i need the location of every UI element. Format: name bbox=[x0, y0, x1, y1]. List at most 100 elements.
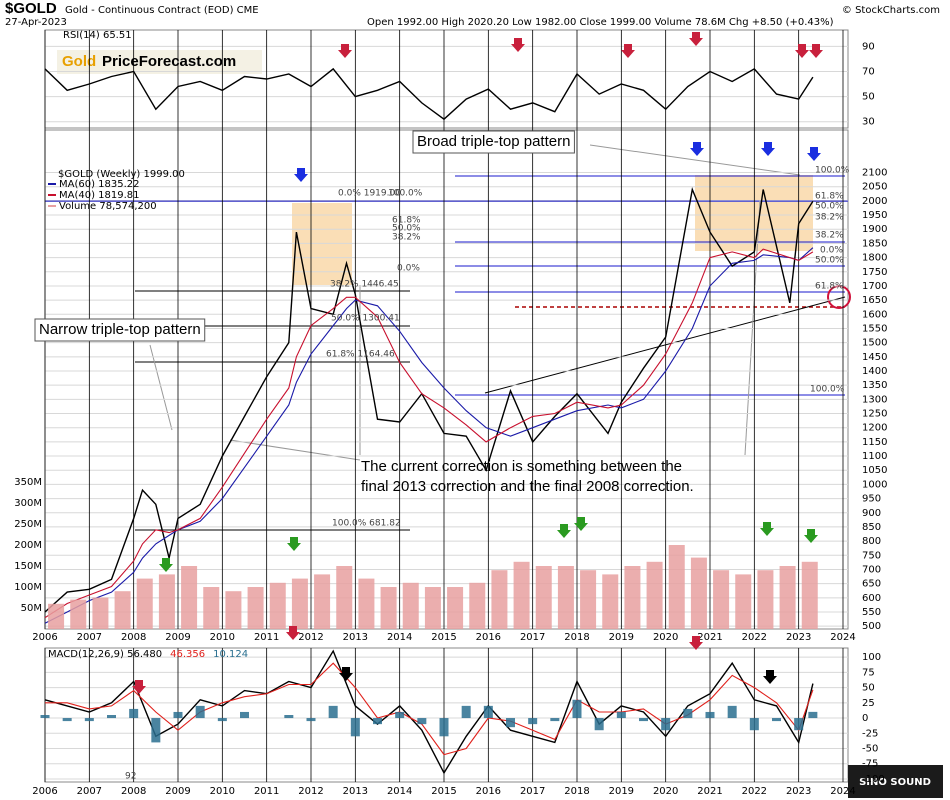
annotation: Broad triple-top pattern bbox=[417, 133, 570, 150]
y-tick-label: 150M bbox=[14, 561, 42, 572]
fib-label: 92 bbox=[125, 772, 136, 782]
y-tick-label: 1700 bbox=[862, 281, 887, 292]
watermark: SINO SOUND bbox=[859, 777, 931, 788]
bar bbox=[808, 711, 818, 719]
x-tick-label: 2019 bbox=[609, 632, 634, 643]
bar bbox=[727, 705, 737, 719]
fib-label: 38.2% 1446.45 bbox=[330, 280, 399, 290]
arrow bbox=[795, 44, 809, 58]
arrow bbox=[809, 44, 823, 58]
bar bbox=[683, 708, 693, 719]
y-tick-label: 2100 bbox=[862, 168, 887, 179]
y-tick-label: 900 bbox=[862, 508, 881, 519]
x-tick-label: 2010 bbox=[210, 632, 235, 643]
bar bbox=[269, 582, 286, 629]
bar bbox=[447, 587, 464, 629]
bar bbox=[794, 718, 804, 731]
bar bbox=[129, 708, 139, 719]
description: Gold - Continuous Contract (EOD) CME bbox=[65, 5, 259, 16]
fib-label: 50.0% bbox=[392, 224, 421, 234]
fib-label: 61.8% bbox=[815, 192, 844, 202]
x-tick-label: 2017 bbox=[520, 632, 545, 643]
bar bbox=[380, 587, 397, 629]
bar bbox=[240, 711, 249, 719]
panel-title: RSI(14) 65.51 bbox=[63, 30, 132, 41]
y-tick-label: 850 bbox=[862, 522, 881, 533]
y-tick-label: 50M bbox=[21, 603, 42, 614]
fib-label: 38.2% bbox=[392, 233, 421, 243]
trend-line bbox=[484, 296, 846, 394]
y-tick-label: 1550 bbox=[862, 323, 887, 334]
fib-label: 0.0% bbox=[820, 246, 843, 256]
x-tick-label: 2010 bbox=[210, 786, 235, 797]
bar bbox=[181, 566, 198, 629]
y-tick-label: 100M bbox=[14, 582, 42, 593]
bar bbox=[40, 715, 50, 719]
bar bbox=[483, 705, 493, 719]
annotation-box bbox=[412, 130, 575, 154]
panel-title: $GOLD (Weekly) 1999.00 bbox=[58, 169, 185, 180]
y-tick-label: 1750 bbox=[862, 267, 887, 278]
bar bbox=[291, 578, 308, 629]
x-tick-label: 2015 bbox=[431, 786, 456, 797]
x-tick-label: 2023 bbox=[786, 786, 811, 797]
fib-label: 100.0% 681.82 bbox=[332, 519, 401, 529]
x-tick-label: 2014 bbox=[387, 786, 412, 797]
y-tick-label: 350M bbox=[14, 477, 42, 488]
y-tick-label: 1450 bbox=[862, 352, 887, 363]
legend-label: Volume 78,574,200 bbox=[59, 201, 157, 212]
bar bbox=[328, 705, 338, 719]
y-tick-label: 550 bbox=[862, 607, 881, 618]
arrow bbox=[286, 626, 300, 640]
x-tick-label: 2008 bbox=[121, 632, 146, 643]
callout-line bbox=[149, 344, 173, 431]
callout-line bbox=[229, 439, 361, 461]
bar bbox=[424, 587, 441, 629]
x-tick-label: 2009 bbox=[165, 632, 190, 643]
legend-label: 10.124 bbox=[213, 649, 248, 660]
y-tick-label: 70 bbox=[862, 66, 875, 77]
x-tick-label: 2021 bbox=[697, 786, 722, 797]
bar bbox=[373, 718, 382, 725]
arrow bbox=[761, 142, 775, 156]
fib-label: 100.0% bbox=[810, 385, 845, 395]
y-tick-label: 1400 bbox=[862, 366, 887, 377]
logo-box bbox=[57, 50, 262, 74]
arrow bbox=[760, 522, 774, 536]
bar bbox=[535, 566, 552, 629]
bar bbox=[779, 566, 796, 629]
y-tick-label: 1300 bbox=[862, 394, 887, 405]
arrow bbox=[690, 142, 704, 156]
bar bbox=[247, 587, 264, 629]
bar bbox=[114, 591, 131, 629]
x-tick-label: 2018 bbox=[564, 786, 589, 797]
bar bbox=[513, 561, 530, 629]
y-tick-label: -25 bbox=[862, 728, 878, 739]
bar bbox=[195, 705, 205, 719]
fib-label: 100.0% bbox=[388, 189, 423, 199]
x-tick-label: 2022 bbox=[742, 786, 767, 797]
y-tick-label: 500 bbox=[862, 621, 881, 632]
x-tick-label: 2008 bbox=[121, 786, 146, 797]
y-tick-label: 300M bbox=[14, 498, 42, 509]
y-tick-label: 1200 bbox=[862, 423, 887, 434]
x-tick-label: 2022 bbox=[742, 632, 767, 643]
y-tick-label: 750 bbox=[862, 550, 881, 561]
x-tick-label: 2011 bbox=[254, 786, 279, 797]
bar bbox=[158, 574, 175, 629]
bar bbox=[491, 570, 508, 629]
arrow bbox=[621, 44, 635, 58]
y-tick-label: 250M bbox=[14, 519, 42, 530]
x-tick-label: 2006 bbox=[32, 632, 57, 643]
y-tick-label: 1500 bbox=[862, 338, 887, 349]
x-tick-label: 2007 bbox=[77, 632, 102, 643]
y-tick-label: 30 bbox=[862, 117, 875, 128]
y-tick-label: 700 bbox=[862, 564, 881, 575]
bar bbox=[92, 597, 109, 629]
bar bbox=[203, 587, 220, 629]
y-tick-label: 1250 bbox=[862, 409, 887, 420]
x-tick-label: 2012 bbox=[298, 786, 323, 797]
legend-label: MA(60) 1835.22 bbox=[59, 179, 140, 190]
y-tick-label: 1050 bbox=[862, 465, 887, 476]
